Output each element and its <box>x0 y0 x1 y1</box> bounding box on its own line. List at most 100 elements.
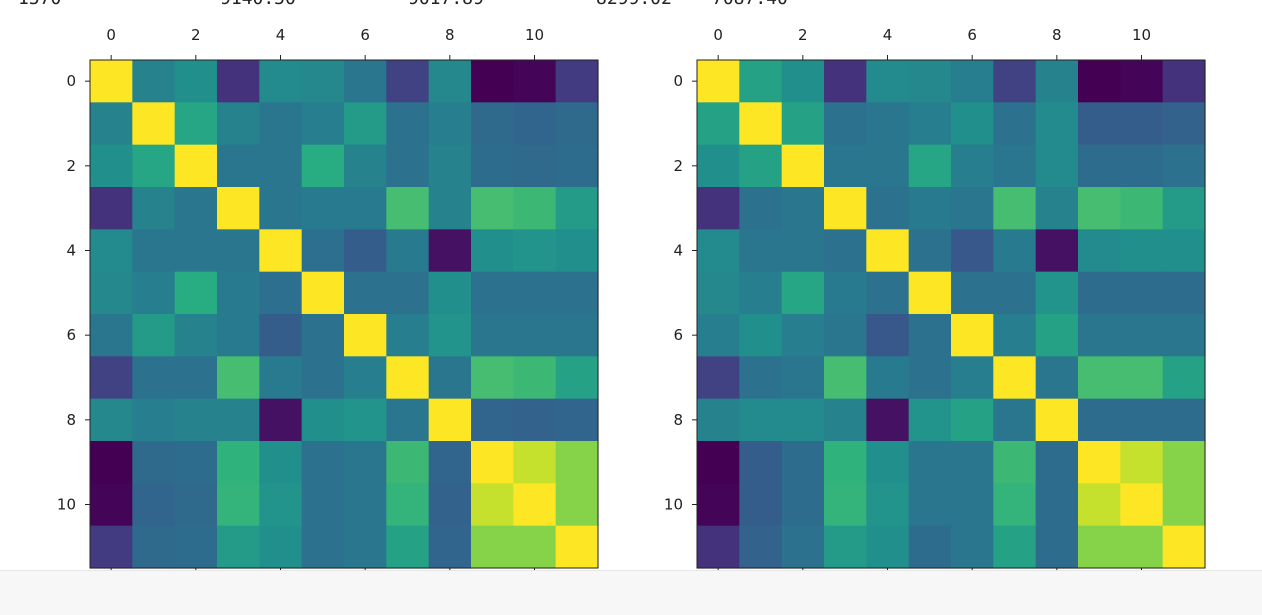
heatmap-cell <box>697 144 740 188</box>
heatmap-cell <box>1035 229 1079 273</box>
heatmap-cell <box>1078 271 1121 315</box>
heatmap-cell <box>471 525 514 569</box>
heatmap-cell <box>1162 187 1206 230</box>
heatmap-cell <box>993 229 1037 273</box>
heatmap-cell <box>1035 398 1079 442</box>
heatmap-cell <box>428 102 472 146</box>
heatmap-cell <box>428 187 472 230</box>
x-tick-label: 4 <box>276 26 286 44</box>
heatmap-cell <box>697 398 740 442</box>
heatmap-cell <box>908 271 952 315</box>
heatmap-cell <box>555 398 599 442</box>
heatmap-cell <box>1120 356 1164 400</box>
heatmap-cell <box>1162 356 1206 400</box>
heatmap-cell <box>259 271 303 315</box>
heatmap-cell <box>908 102 952 146</box>
y-tick-label: 4 <box>66 242 76 260</box>
heatmap-cell <box>344 483 387 527</box>
output-value: 1570 <box>18 0 61 9</box>
heatmap-cell <box>428 398 472 442</box>
heatmap-cell <box>993 102 1037 146</box>
heatmap-cell <box>471 398 514 442</box>
heatmap-cell <box>1120 187 1164 230</box>
heatmap-cell <box>1035 483 1079 527</box>
heatmap-cell <box>1078 229 1121 273</box>
heatmap-cell <box>824 102 867 146</box>
heatmap-cell <box>471 60 514 103</box>
heatmap-cell <box>471 102 514 146</box>
heatmap-cell <box>697 356 740 400</box>
heatmap-cell <box>174 314 218 357</box>
heatmap-cell <box>217 187 260 230</box>
heatmap-cell <box>739 525 783 569</box>
heatmap-cell <box>697 314 740 357</box>
heatmap-cell <box>90 525 133 569</box>
heatmap-cell <box>1162 102 1206 146</box>
heatmap-cell <box>781 102 825 146</box>
x-tick-label: 2 <box>191 26 201 44</box>
heatmap-cell <box>217 314 260 357</box>
heatmap-cell <box>90 271 133 315</box>
heatmap-cell <box>908 525 952 569</box>
heatmap-cell <box>428 356 472 400</box>
heatmap-cell <box>993 525 1037 569</box>
heatmap-cell <box>301 144 345 188</box>
heatmap-cell <box>866 441 910 484</box>
heatmap-cell <box>344 102 387 146</box>
heatmap-cell <box>428 271 472 315</box>
heatmap-cell <box>174 229 218 273</box>
heatmap-cell <box>1162 144 1206 188</box>
heatmap-cell <box>824 441 867 484</box>
heatmap-cell <box>132 398 176 442</box>
heatmap-cell <box>1078 144 1121 188</box>
heatmap-cell <box>174 60 218 103</box>
heatmap-cell <box>217 525 260 569</box>
heatmap-cell <box>697 229 740 273</box>
heatmap-cell <box>1120 229 1164 273</box>
heatmap-cell <box>697 60 740 103</box>
heatmap-cell <box>1035 314 1079 357</box>
output-value: 7087.40 <box>712 0 788 9</box>
heatmap-cell <box>993 60 1037 103</box>
heatmap-cell <box>174 102 218 146</box>
heatmap-cell <box>344 144 387 188</box>
x-tick-label: 4 <box>883 26 893 44</box>
heatmap-cell <box>1120 441 1164 484</box>
output-value: 9140.50 <box>220 0 296 9</box>
heatmap-cell <box>471 229 514 273</box>
heatmap-cell <box>132 60 176 103</box>
output-scroll-footer <box>0 570 1262 615</box>
heatmap-cell <box>951 144 994 188</box>
heatmap-cell <box>471 187 514 230</box>
y-tick-label: 4 <box>673 242 683 260</box>
heatmap-cell <box>1162 441 1206 484</box>
heatmap-cell <box>386 441 430 484</box>
x-tick-label: 0 <box>713 26 723 44</box>
x-tick-label: 0 <box>106 26 116 44</box>
heatmap-cell <box>1162 398 1206 442</box>
heatmap-cell <box>1120 144 1164 188</box>
heatmap-cell <box>513 144 557 188</box>
heatmap-cell <box>301 229 345 273</box>
heatmap-cell <box>344 187 387 230</box>
heatmap-cell <box>866 525 910 569</box>
heatmap-cell <box>824 229 867 273</box>
heatmap-cell <box>259 102 303 146</box>
heatmap-cell <box>428 144 472 188</box>
heatmap-cell <box>1162 525 1206 569</box>
heatmap-cell <box>739 60 783 103</box>
heatmap-cell <box>344 271 387 315</box>
heatmap-cell <box>697 102 740 146</box>
heatmap-cell <box>301 102 345 146</box>
heatmap-cell <box>951 314 994 357</box>
heatmap-cell <box>1078 356 1121 400</box>
heatmap-cell <box>951 229 994 273</box>
output-value: 8299.02 <box>596 0 672 9</box>
heatmap-cell <box>951 187 994 230</box>
heatmap-cell <box>1120 60 1164 103</box>
heatmap-cell <box>1078 187 1121 230</box>
x-tick-label: 8 <box>1052 26 1062 44</box>
heatmap-cell <box>301 398 345 442</box>
heatmap-cell <box>1162 314 1206 357</box>
y-tick-label: 10 <box>57 496 76 514</box>
